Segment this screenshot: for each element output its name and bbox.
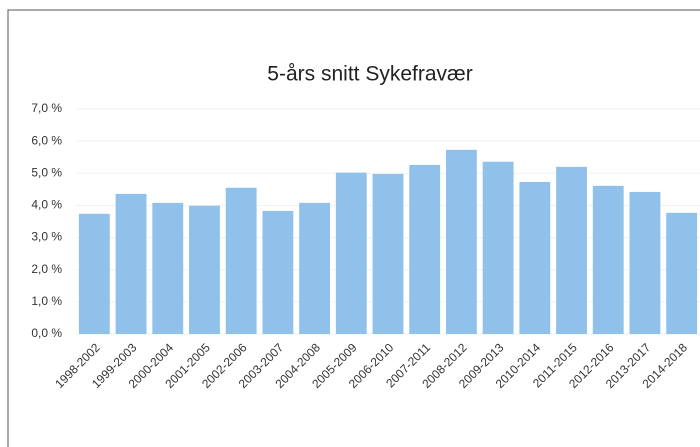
bar — [335, 172, 367, 334]
y-tick-label: 7,0 % — [31, 101, 62, 115]
bar — [78, 213, 110, 334]
y-tick-label: 6,0 % — [31, 133, 62, 147]
bar — [482, 161, 514, 334]
bar — [225, 187, 257, 334]
y-tick-label: 2,0 % — [31, 262, 62, 276]
bar — [152, 202, 184, 334]
bar — [115, 193, 147, 334]
bar — [409, 164, 441, 334]
y-tick-label: 0,0 % — [31, 326, 62, 340]
bar — [189, 205, 220, 334]
bar — [445, 149, 477, 334]
bar — [592, 185, 624, 334]
bar — [556, 166, 587, 334]
bar — [519, 181, 551, 334]
bar — [629, 191, 661, 334]
bar — [372, 173, 404, 334]
y-tick-label: 4,0 % — [31, 198, 62, 212]
chart-title: 5-års snitt Sykefravær — [267, 63, 472, 86]
bar — [299, 202, 331, 334]
y-tick-label: 3,0 % — [31, 230, 62, 244]
y-tick-label: 5,0 % — [31, 165, 62, 179]
bar — [666, 212, 698, 334]
y-tick-label: 1,0 % — [31, 294, 62, 308]
bar — [262, 210, 294, 334]
